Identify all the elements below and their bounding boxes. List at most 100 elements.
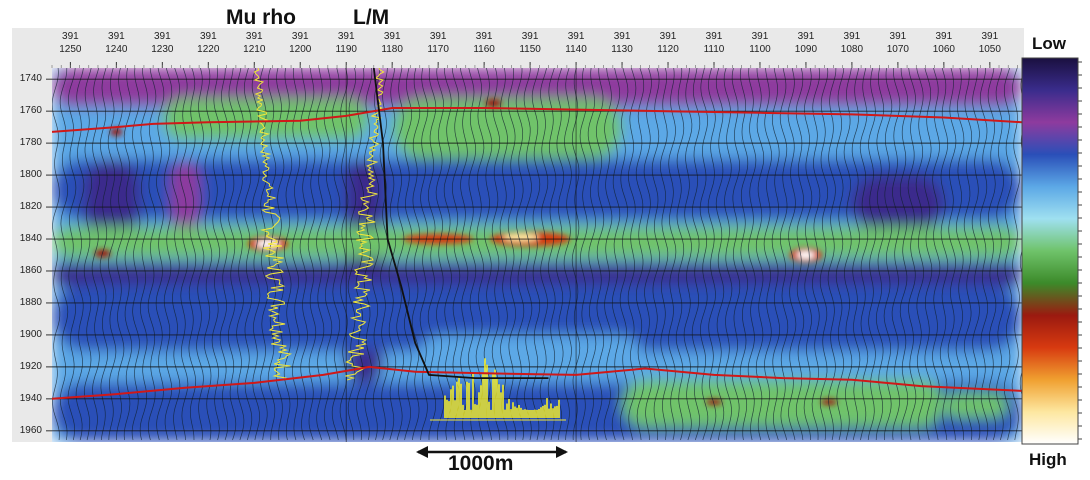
seismic-trace <box>267 68 277 441</box>
seismic-trace <box>155 68 165 441</box>
seismic-trace <box>924 68 933 441</box>
seismic-trace <box>187 68 197 441</box>
seismic-trace <box>99 68 108 441</box>
seismic-trace <box>691 68 701 441</box>
y-tick-label: 1960 <box>19 424 42 436</box>
seismic-trace <box>603 68 613 441</box>
seismic-trace <box>331 68 341 441</box>
y-tick-label: 1840 <box>19 233 42 245</box>
x-tick-label-line2: 1140 <box>565 44 587 55</box>
seismic-trace <box>987 68 997 441</box>
x-tick-label-line1: 391 <box>108 31 125 42</box>
seismic-trace <box>235 68 245 441</box>
anomaly-right-core <box>796 251 815 259</box>
seismic-trace <box>563 68 572 441</box>
x-tick-label-line2: 1190 <box>335 44 357 55</box>
horizons <box>52 107 1022 400</box>
x-tick-label-line1: 391 <box>659 31 677 42</box>
x-tick-label-line1: 391 <box>337 31 355 42</box>
y-tick-label: 1740 <box>19 73 42 85</box>
field-dark-column-a <box>84 159 140 240</box>
seismic-trace <box>243 68 253 441</box>
seismic-trace <box>971 68 981 441</box>
seismic-trace <box>396 68 405 441</box>
x-tick-label-line2: 1060 <box>932 44 955 55</box>
seismic-trace <box>731 68 741 441</box>
seismic-trace <box>259 68 269 441</box>
mu-rho-log-title: Mu rho <box>226 6 296 29</box>
field-cyan-lower <box>415 334 646 391</box>
seismic-trace <box>932 68 941 441</box>
x-tick-label-line1: 391 <box>981 31 999 42</box>
x-tick-label-line1: 391 <box>199 31 217 42</box>
x-tick-label-line2: 1120 <box>657 44 679 55</box>
x-tick-label-line1: 391 <box>153 31 171 42</box>
seismic-trace <box>947 68 957 441</box>
x-tick-label-line1: 391 <box>705 31 723 42</box>
seismic-trace <box>739 68 749 441</box>
y-tick-label: 1800 <box>19 169 42 181</box>
seismic-trace <box>131 68 141 441</box>
seismic-trace <box>227 68 237 441</box>
seismic-trace <box>315 68 325 441</box>
seismic-trace <box>443 68 453 441</box>
seismic-trace <box>643 68 653 441</box>
seismic-trace <box>404 68 413 441</box>
x-tick-label-line1: 391 <box>751 31 769 42</box>
x-tick-label-line2: 1090 <box>794 44 818 55</box>
x-tick-label-line2: 1240 <box>105 44 128 55</box>
anomaly-shallow-left <box>110 127 123 136</box>
x-tick-label-line2: 1070 <box>886 44 909 55</box>
field-dark-right <box>851 175 944 232</box>
field-dark-band <box>52 262 1022 287</box>
x-tick-label-line2: 1180 <box>381 44 403 55</box>
seismic-trace <box>571 68 581 441</box>
seismic-trace <box>627 68 637 441</box>
seismic-trace <box>827 68 837 441</box>
x-tick-label-line1: 391 <box>383 31 401 42</box>
field-blue-band <box>52 159 1022 220</box>
seismic-trace <box>203 68 213 441</box>
seismic-trace <box>1019 75 1022 440</box>
x-tick-label-line1: 391 <box>797 31 815 42</box>
x-tick-label-line1: 391 <box>613 31 631 42</box>
seismic-trace <box>115 68 125 441</box>
y-tick-label: 1760 <box>19 105 42 117</box>
mu-rho-log <box>253 68 293 381</box>
y-tick-label: 1780 <box>19 137 42 149</box>
seismic-trace <box>979 68 989 441</box>
seismic-trace <box>675 68 685 441</box>
seismic-trace <box>555 68 565 441</box>
seismic-trace <box>660 68 669 441</box>
seismic-trace <box>755 68 765 441</box>
seismic-trace <box>275 68 285 441</box>
seismic-trace <box>1003 68 1013 441</box>
seismic-trace <box>171 68 181 441</box>
seismic-trace <box>219 68 229 441</box>
seismic-trace <box>635 68 645 441</box>
log-spikes <box>444 358 560 419</box>
seismic-trace <box>363 68 373 441</box>
seismic-trace <box>963 68 973 441</box>
x-tick-label-line1: 391 <box>935 31 953 42</box>
lm-log <box>345 68 385 381</box>
field-top-band <box>52 68 1022 107</box>
y-tick-label: 1820 <box>19 201 42 213</box>
y-tick-label: 1920 <box>19 360 42 372</box>
top-axis <box>12 28 1024 68</box>
y-ticks <box>46 78 52 432</box>
field-purple-column <box>171 162 200 232</box>
anomaly-center-core <box>502 233 539 242</box>
seismic-trace <box>163 68 173 441</box>
seismic-trace <box>411 68 421 441</box>
scale-bar-left-arrow <box>416 446 428 458</box>
y-tick-label: 1860 <box>19 264 42 276</box>
impedance-field <box>52 68 1022 442</box>
seismic-trace <box>595 68 605 441</box>
seismic-trace <box>819 68 829 441</box>
seismic-trace <box>147 68 157 441</box>
scale-bar-label: 1000m <box>448 452 514 475</box>
colorbar <box>1021 57 1079 445</box>
x-tick-label-line1: 391 <box>567 31 585 42</box>
